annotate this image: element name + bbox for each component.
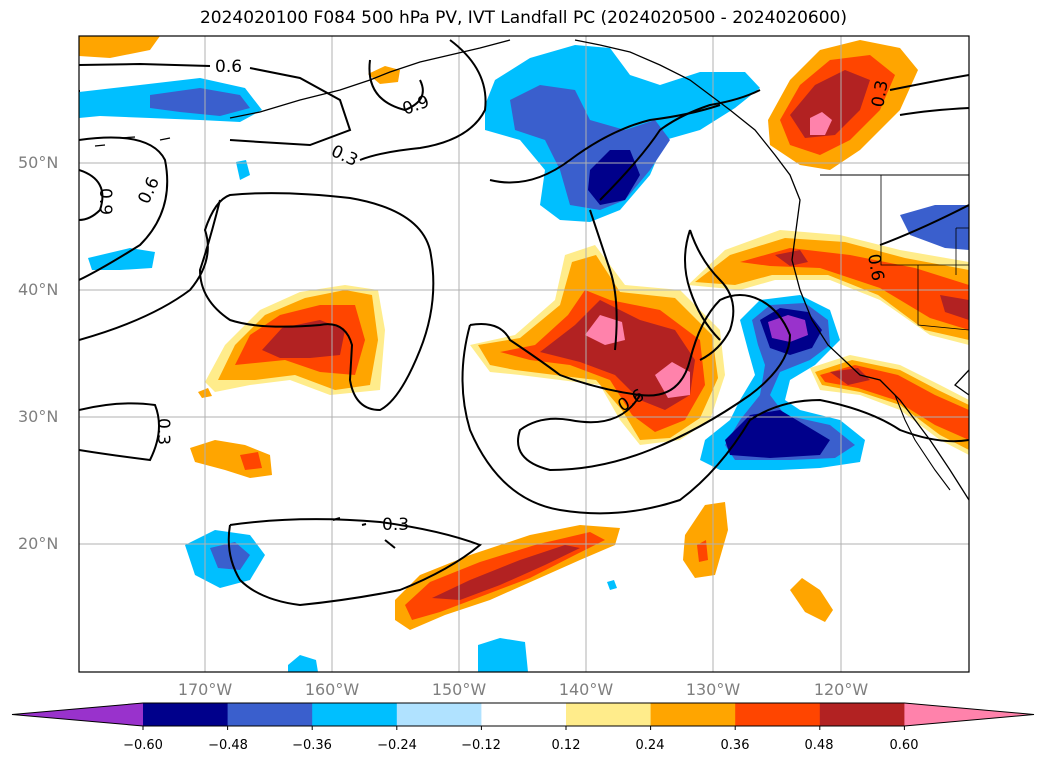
- shade-darkred-south: [432, 545, 580, 600]
- colorbar-tick-label: 0.48: [804, 738, 834, 753]
- contour-label: 0.6: [215, 57, 242, 77]
- shade-lightblue-s2: [288, 655, 318, 672]
- shade-darkred-caband: [775, 250, 808, 266]
- lon-label: 150°W: [431, 680, 487, 699]
- contour-label: 0.9: [400, 92, 432, 120]
- contour-label: 0.3: [382, 515, 409, 535]
- lat-label: 50°N: [18, 153, 59, 172]
- contour-label: 0.3: [868, 79, 892, 109]
- shade-darkred-cw: [262, 320, 345, 358]
- colorbar-bin: [396, 703, 482, 726]
- shade-medblue-nw: [150, 88, 250, 116]
- shade-orange-se1: [683, 502, 728, 578]
- shade-red-baja: [820, 365, 969, 440]
- colorbar-tick-label: 0.60: [889, 738, 919, 753]
- shade-darkblue-ca2: [725, 410, 830, 458]
- colorbar-extend-low: [12, 703, 143, 726]
- shade-darkred-caband2: [940, 295, 969, 320]
- shade-red-west-mid: [240, 452, 262, 470]
- shade-orange-topleft: [79, 36, 160, 58]
- contour-label: 0.6: [134, 174, 164, 207]
- colorbar-bin: [143, 703, 229, 726]
- shade-red-se1: [697, 540, 708, 562]
- shade-darkblue-goa: [588, 150, 640, 205]
- map-title: 2024020100 F084 500 hPa PV, IVT Landfall…: [199, 8, 847, 28]
- colorbar-tick-label: −0.36: [292, 738, 332, 753]
- lat-label: 30°N: [18, 407, 59, 426]
- lat-label: 40°N: [18, 280, 59, 299]
- lon-label: 170°W: [177, 680, 233, 699]
- lon-label: 120°W: [813, 680, 869, 699]
- colorbar-bin: [481, 703, 567, 726]
- shade-pink-plume1: [585, 315, 625, 345]
- contour-label: 0.6: [863, 252, 887, 282]
- colorbar-bin: [566, 703, 652, 726]
- map-frame: [78, 35, 970, 673]
- coastlines: [94, 39, 969, 549]
- colorbar-tick-label: −0.12: [461, 738, 501, 753]
- colorbar-tick-label: 0.24: [635, 738, 665, 753]
- shade-pink-plume2: [655, 362, 690, 398]
- colorbar-bin: [227, 703, 313, 726]
- lat-label: 20°N: [18, 534, 59, 553]
- colorbar-tick-label: 0.36: [720, 738, 750, 753]
- shading-layer: [79, 36, 969, 672]
- shade-darkred-plume: [540, 300, 695, 410]
- colorbar-bin: [819, 703, 905, 726]
- contour-label: 0.3: [153, 418, 173, 445]
- shade-pink-bc: [810, 112, 832, 135]
- colorbar-tick-label: −0.48: [208, 738, 248, 753]
- colorbar-bin: [650, 703, 736, 726]
- pv-contours: [79, 39, 969, 607]
- lon-label: 130°W: [685, 680, 741, 699]
- contour-label: 0.9: [95, 188, 115, 215]
- colorbar-extend-high: [904, 703, 1034, 726]
- gridlines: [79, 36, 969, 672]
- shade-blue-nevada: [900, 205, 969, 250]
- shade-lightblue-s3: [607, 580, 617, 590]
- colorbar-bin: [312, 703, 398, 726]
- colorbar-tick-label: −0.60: [123, 738, 163, 753]
- shade-darkred-baja: [830, 368, 870, 385]
- colorbar-tick-label: 0.12: [551, 738, 581, 753]
- colorbar: [11, 702, 1035, 730]
- colorbar-bin: [735, 703, 821, 726]
- shade-orange-se2: [790, 578, 833, 622]
- shade-lightblue-small2: [88, 248, 155, 270]
- contour-label: 0.3: [328, 141, 361, 171]
- shade-lightblue-small1: [236, 160, 250, 180]
- colorbar-tick-label: −0.24: [377, 738, 417, 753]
- lon-label: 160°W: [304, 680, 360, 699]
- shade-lightblue-s1: [478, 638, 528, 672]
- shade-red-caband: [740, 248, 969, 330]
- lon-label: 140°W: [558, 680, 614, 699]
